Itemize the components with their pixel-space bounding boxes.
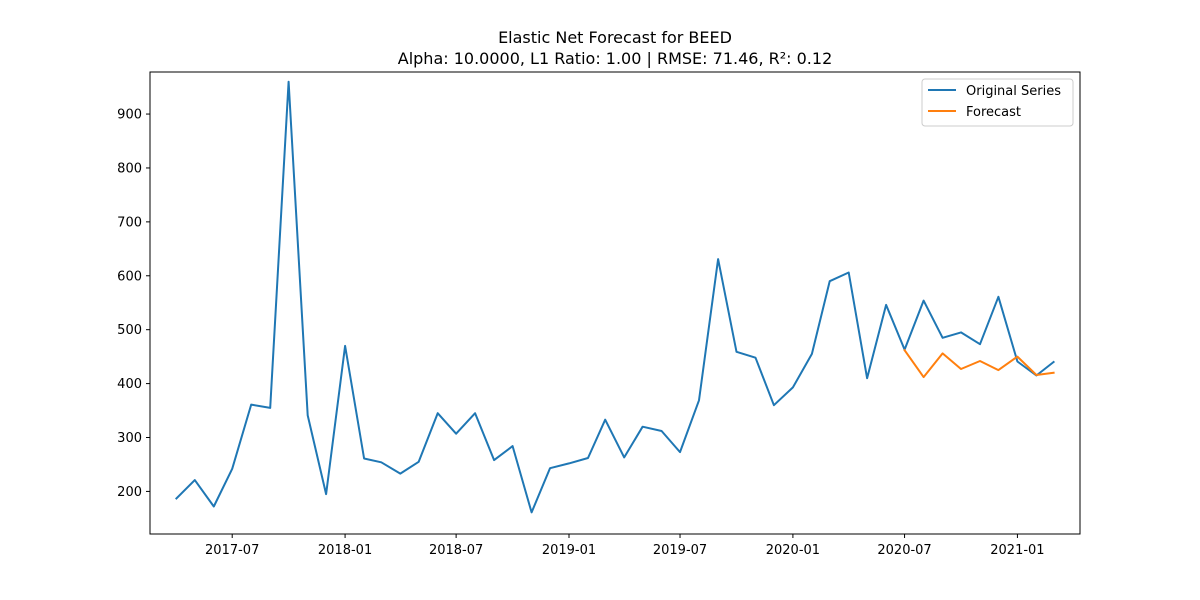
legend-label-original: Original Series: [966, 84, 1061, 99]
series-layer: [174, 80, 1056, 514]
x-tick-label: 2018-01: [318, 543, 372, 558]
x-tick-label: 2020-07: [877, 543, 931, 558]
x-tick-label: 2020-01: [766, 543, 820, 558]
chart-title: Elastic Net Forecast for BEED: [498, 28, 732, 47]
y-tick-label: 700: [117, 215, 142, 230]
x-tick-label: 2017-07: [205, 543, 259, 558]
chart-subtitle: Alpha: 10.0000, L1 Ratio: 1.00 | RMSE: 7…: [398, 49, 833, 68]
plot-frame: [149, 71, 1081, 535]
y-tick-label: 200: [117, 485, 142, 500]
y-tick-label: 600: [117, 269, 142, 284]
x-tick-label: 2018-07: [429, 543, 483, 558]
legend: Original Series Forecast: [921, 78, 1074, 127]
y-tick-label: 900: [117, 108, 142, 123]
y-tick-label: 500: [117, 323, 142, 338]
series-line-original-series: [174, 80, 1056, 514]
x-tick-label: 2021-01: [990, 543, 1044, 558]
y-tick-label: 800: [117, 161, 142, 176]
x-tick-label: 2019-07: [653, 543, 707, 558]
y-tick-label: 400: [117, 377, 142, 392]
y-tick-label: 300: [117, 431, 142, 446]
x-tick-label: 2019-01: [542, 543, 596, 558]
legend-box: [921, 78, 1074, 127]
series-line-forecast: [903, 348, 1055, 379]
legend-label-forecast: Forecast: [966, 105, 1021, 120]
axes-layer: 200 300 400 500 600 700 800 900 2017-07 2018-01 20…: [117, 108, 1044, 558]
